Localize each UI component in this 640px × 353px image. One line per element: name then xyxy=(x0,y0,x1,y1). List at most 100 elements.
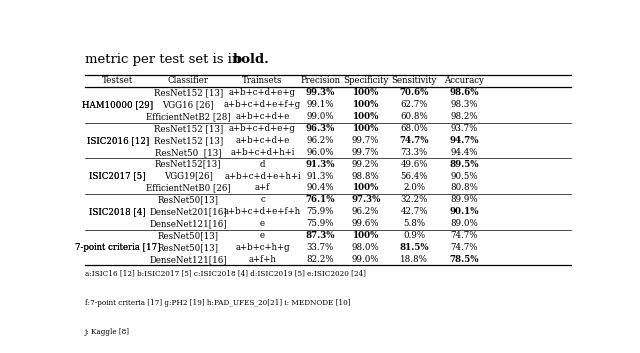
Text: 98.8%: 98.8% xyxy=(352,172,380,180)
Text: 18.8%: 18.8% xyxy=(401,255,428,264)
Text: 75.9%: 75.9% xyxy=(307,207,334,216)
Text: 89.9%: 89.9% xyxy=(451,195,478,204)
Text: 33.7%: 33.7% xyxy=(307,243,333,252)
Text: a+b+c+d+h+i: a+b+c+d+h+i xyxy=(230,148,294,157)
Text: c: c xyxy=(260,195,265,204)
Text: e: e xyxy=(260,231,265,240)
Text: 99.7%: 99.7% xyxy=(352,148,380,157)
Text: ResNet50[13]: ResNet50[13] xyxy=(157,231,219,240)
Text: 0.9%: 0.9% xyxy=(403,231,426,240)
Text: a+b+c+d+e: a+b+c+d+e xyxy=(236,136,290,145)
Text: bold.: bold. xyxy=(233,53,269,66)
Text: 100%: 100% xyxy=(353,231,379,240)
Text: a+b+c+d+e+f+h: a+b+c+d+e+f+h xyxy=(224,207,301,216)
Text: DenseNet201[16]: DenseNet201[16] xyxy=(149,207,227,216)
Text: VGG16 [26]: VGG16 [26] xyxy=(163,100,214,109)
Text: VGG19[26]: VGG19[26] xyxy=(164,172,212,180)
Text: 68.0%: 68.0% xyxy=(401,124,428,133)
Text: ResNet152 [13]: ResNet152 [13] xyxy=(154,88,223,97)
Text: 99.2%: 99.2% xyxy=(352,160,380,169)
Text: Trainsets: Trainsets xyxy=(243,76,283,85)
Text: 99.3%: 99.3% xyxy=(305,88,335,97)
Text: 90.5%: 90.5% xyxy=(451,172,478,180)
Text: 93.7%: 93.7% xyxy=(451,124,478,133)
Text: 81.5%: 81.5% xyxy=(399,243,429,252)
Text: ISIC2016 [12]: ISIC2016 [12] xyxy=(86,136,149,145)
Text: 60.8%: 60.8% xyxy=(401,112,428,121)
Text: a+f: a+f xyxy=(255,184,270,192)
Text: Sensitivity: Sensitivity xyxy=(392,76,437,85)
Text: 91.3%: 91.3% xyxy=(307,172,334,180)
Text: a+b+c+d+e+g: a+b+c+d+e+g xyxy=(229,124,296,133)
Text: a+f+h: a+f+h xyxy=(249,255,276,264)
Text: ResNet50[13]: ResNet50[13] xyxy=(157,243,219,252)
Text: Precision: Precision xyxy=(300,76,340,85)
Text: ISIC2017 [5]: ISIC2017 [5] xyxy=(90,172,146,180)
Text: 99.1%: 99.1% xyxy=(307,100,334,109)
Text: DenseNet121[16]: DenseNet121[16] xyxy=(149,219,227,228)
Text: 70.6%: 70.6% xyxy=(399,88,429,97)
Text: 91.3%: 91.3% xyxy=(305,160,335,169)
Text: a+b+c+h+g: a+b+c+h+g xyxy=(236,243,290,252)
Text: a+b+c+d+e: a+b+c+d+e xyxy=(236,112,290,121)
Text: 98.0%: 98.0% xyxy=(352,243,380,252)
Text: f:7-point criteria [17] g:PH2 [19] h:PAD_UFES_20[21] i: MEDNODE [10]: f:7-point criteria [17] g:PH2 [19] h:PAD… xyxy=(85,299,351,307)
Text: ResNet152 [13]: ResNet152 [13] xyxy=(154,136,223,145)
Text: a:ISIC16 [12] b:ISIC2017 [5] c:ISIC2018 [4] d:ISIC2019 [5] e:ISIC2020 [24]: a:ISIC16 [12] b:ISIC2017 [5] c:ISIC2018 … xyxy=(85,269,366,277)
Text: 74.7%: 74.7% xyxy=(451,231,478,240)
Text: Testset: Testset xyxy=(102,76,133,85)
Text: Accuracy: Accuracy xyxy=(444,76,484,85)
Text: 2.0%: 2.0% xyxy=(403,184,426,192)
Text: ResNet152[13]: ResNet152[13] xyxy=(155,160,221,169)
Text: j: Kaggle [8]: j: Kaggle [8] xyxy=(85,328,130,336)
Text: 62.7%: 62.7% xyxy=(401,100,428,109)
Text: d: d xyxy=(260,160,265,169)
Text: ResNet152 [13]: ResNet152 [13] xyxy=(154,124,223,133)
Text: 100%: 100% xyxy=(353,100,379,109)
Text: 7-point criteria [17]: 7-point criteria [17] xyxy=(75,243,161,252)
Text: 5.8%: 5.8% xyxy=(403,219,426,228)
Text: ResNet50[13]: ResNet50[13] xyxy=(157,195,219,204)
Text: HAM10000 [29]: HAM10000 [29] xyxy=(82,100,153,109)
Text: 56.4%: 56.4% xyxy=(401,172,428,180)
Text: 76.1%: 76.1% xyxy=(305,195,335,204)
Text: Classifier: Classifier xyxy=(168,76,209,85)
Text: ResNet50  [13]: ResNet50 [13] xyxy=(155,148,221,157)
Text: 7-point criteria [17]: 7-point criteria [17] xyxy=(75,243,161,252)
Text: 80.8%: 80.8% xyxy=(451,184,478,192)
Text: Specificity: Specificity xyxy=(343,76,388,85)
Text: 99.6%: 99.6% xyxy=(352,219,380,228)
Text: 89.5%: 89.5% xyxy=(450,160,479,169)
Text: 100%: 100% xyxy=(353,112,379,121)
Text: a+b+c+d+e+f+g: a+b+c+d+e+f+g xyxy=(224,100,301,109)
Text: 96.2%: 96.2% xyxy=(307,136,334,145)
Text: 82.2%: 82.2% xyxy=(307,255,334,264)
Text: 74.7%: 74.7% xyxy=(399,136,429,145)
Text: 100%: 100% xyxy=(353,124,379,133)
Text: 98.6%: 98.6% xyxy=(450,88,479,97)
Text: 96.3%: 96.3% xyxy=(305,124,335,133)
Text: e: e xyxy=(260,219,265,228)
Text: 90.1%: 90.1% xyxy=(450,207,479,216)
Text: a+b+c+d+e+h+i: a+b+c+d+e+h+i xyxy=(224,172,301,180)
Text: ISIC2018 [4]: ISIC2018 [4] xyxy=(90,207,146,216)
Text: 100%: 100% xyxy=(353,184,379,192)
Text: HAM10000 [29]: HAM10000 [29] xyxy=(82,100,153,109)
Text: ISIC2017 [5]: ISIC2017 [5] xyxy=(90,172,146,180)
Text: 73.3%: 73.3% xyxy=(401,148,428,157)
Text: 42.7%: 42.7% xyxy=(401,207,428,216)
Text: 78.5%: 78.5% xyxy=(450,255,479,264)
Text: ISIC2018 [4]: ISIC2018 [4] xyxy=(90,207,146,216)
Text: 100%: 100% xyxy=(353,88,379,97)
Text: EfficientNetB2 [28]: EfficientNetB2 [28] xyxy=(146,112,230,121)
Text: 98.2%: 98.2% xyxy=(451,112,478,121)
Text: 99.7%: 99.7% xyxy=(352,136,380,145)
Text: EfficientNetB0 [26]: EfficientNetB0 [26] xyxy=(146,184,230,192)
Text: 99.0%: 99.0% xyxy=(307,112,334,121)
Text: 97.3%: 97.3% xyxy=(351,195,380,204)
Text: 75.9%: 75.9% xyxy=(307,219,334,228)
Text: 87.3%: 87.3% xyxy=(305,231,335,240)
Text: DenseNet121[16]: DenseNet121[16] xyxy=(149,255,227,264)
Text: 49.6%: 49.6% xyxy=(401,160,428,169)
Text: 99.0%: 99.0% xyxy=(352,255,380,264)
